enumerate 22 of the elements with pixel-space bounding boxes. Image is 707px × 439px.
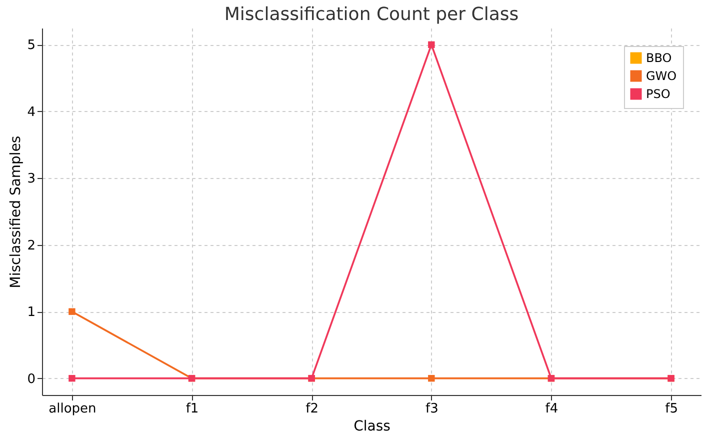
x-axis-title: Class [354, 418, 390, 434]
x-tick-label: allopen [48, 402, 96, 416]
point [428, 41, 435, 48]
x-tick-label: f5 [665, 402, 678, 416]
point [428, 374, 435, 382]
y-tick-label: 1 [27, 305, 36, 320]
legend-label: GWO [646, 69, 677, 83]
x-tick-label: f2 [306, 402, 319, 416]
y-tick-label: 0 [27, 372, 36, 387]
x-tick-label: f1 [186, 402, 199, 416]
x-tick-label: f4 [545, 402, 558, 416]
y-tick-label: 2 [27, 238, 36, 254]
y-tick-label: 4 [27, 104, 36, 120]
point [68, 308, 76, 315]
y-tick-label: 3 [27, 172, 36, 187]
x-tick-label: f3 [425, 402, 438, 416]
legend-label: BBO [646, 51, 672, 65]
y-tick-label: 5 [27, 38, 36, 54]
legend-label: PSO [646, 87, 670, 101]
point [68, 374, 76, 382]
y-axis-title: Misclassified Samples [8, 136, 24, 288]
chart-title: Misclassification Count per Class [224, 4, 519, 25]
